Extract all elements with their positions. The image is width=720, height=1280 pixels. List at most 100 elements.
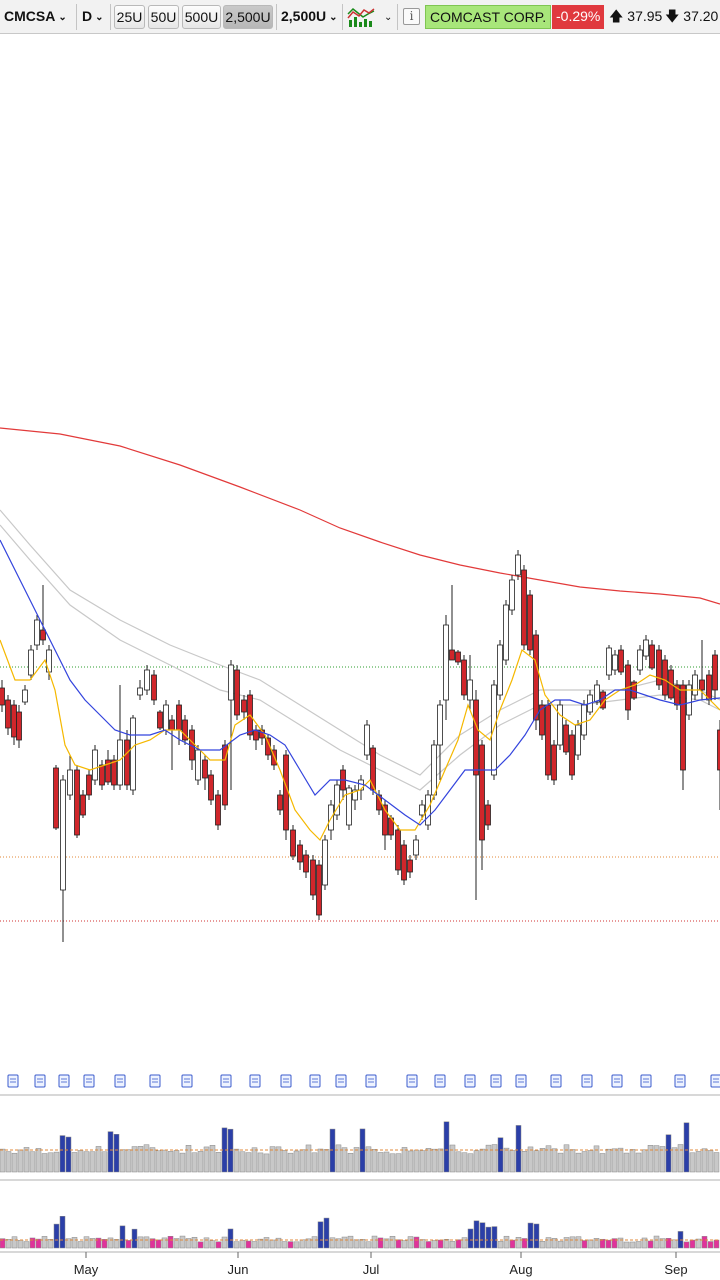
mid-moving-average-line (0, 539, 720, 826)
document-icon (464, 1074, 476, 1088)
volume-bar (65, 1238, 72, 1249)
volume-bar (17, 1149, 24, 1173)
zoom-button-2500u[interactable]: 2,500U (223, 5, 273, 29)
candle-body (34, 619, 40, 646)
volume-bar (575, 1236, 582, 1249)
volume-bar (473, 1220, 480, 1249)
candle-body (618, 649, 624, 673)
volume-bar (617, 1147, 624, 1173)
candle-body (67, 769, 73, 796)
volume-bar (29, 1151, 36, 1173)
volume-bar (215, 1152, 222, 1173)
candle-body (503, 604, 509, 661)
volume-bar (701, 1236, 708, 1249)
zoom-button-25u[interactable]: 25U (114, 5, 145, 29)
symbol-select[interactable]: CMCSA ⌄ (4, 5, 67, 29)
chart-type-dropdown[interactable]: ⌄ (381, 5, 392, 29)
volume-bar (299, 1239, 306, 1249)
info-icon[interactable]: i (403, 8, 420, 25)
candle-body (662, 659, 668, 696)
price-chart[interactable]: May Jun Jul Aug Sep (0, 34, 720, 1280)
volume-bar (449, 1144, 456, 1173)
candle-body (334, 784, 340, 816)
volume-bar (599, 1153, 606, 1173)
volume-bar (335, 1238, 342, 1249)
candle-body (706, 674, 712, 701)
zoom-button-50u[interactable]: 50U (148, 5, 179, 29)
volume-bar (389, 1153, 396, 1173)
volume-bar (581, 1151, 588, 1173)
volume-bar (635, 1152, 642, 1173)
document-icon (406, 1074, 418, 1088)
volume-bar (569, 1236, 576, 1249)
volume-bar (197, 1241, 204, 1249)
candle-body (290, 829, 296, 857)
document-icon (674, 1074, 686, 1088)
volume-bar (713, 1152, 720, 1173)
candle-body (74, 769, 80, 836)
candle-body (60, 779, 66, 891)
volume-bar (95, 1146, 102, 1173)
candle-body (563, 724, 569, 753)
volume-bar (233, 1241, 240, 1249)
volume-bar (131, 1146, 138, 1173)
candle-body (656, 649, 662, 686)
volume-bar (515, 1237, 522, 1249)
candle-body (234, 669, 240, 716)
volume-bar (479, 1222, 486, 1249)
candle-body (144, 669, 150, 691)
volume-bar (425, 1148, 432, 1173)
candle-body (297, 844, 303, 863)
candle-body (22, 689, 28, 703)
candle-body (461, 659, 467, 696)
interval-select[interactable]: D ⌄ (82, 5, 104, 29)
volume-bar (635, 1241, 642, 1249)
range-select[interactable]: 2,500U ⌄ (281, 5, 338, 29)
volume-bar (455, 1239, 462, 1249)
range-label: 2,500U (281, 8, 327, 24)
volume-bar (47, 1239, 54, 1249)
candle-body (202, 759, 208, 779)
volume-bar (467, 1228, 474, 1249)
candle-body (717, 729, 720, 771)
document-icon (710, 1074, 720, 1088)
volume-bar (563, 1237, 570, 1249)
volume-bar (11, 1152, 18, 1173)
volume-bar (137, 1146, 144, 1173)
chart-type-button[interactable] (347, 5, 379, 29)
volume-bar (0, 1148, 6, 1173)
chevron-down-icon: ⌄ (384, 12, 393, 23)
volume-bar (389, 1235, 396, 1249)
candle-body (557, 704, 563, 746)
candle-body (137, 687, 143, 696)
candle-body (322, 839, 328, 886)
candle-body (581, 704, 587, 736)
zoom-button-500u[interactable]: 500U (182, 5, 221, 29)
candle-body (594, 684, 600, 703)
candle-body (437, 704, 443, 746)
candle-body (637, 649, 643, 671)
upper-band-line (0, 509, 720, 776)
separator (110, 4, 111, 30)
volume-bar (149, 1147, 156, 1173)
candle-body (151, 674, 157, 701)
volume-bar (599, 1238, 606, 1249)
volume-bar (323, 1217, 330, 1249)
candle-body (130, 717, 136, 791)
candle-body (283, 754, 289, 831)
volume-bar (131, 1228, 138, 1249)
volume-bar (653, 1145, 660, 1173)
volume-bar (365, 1241, 372, 1249)
volume-bar (617, 1237, 624, 1249)
volume-bar (203, 1237, 210, 1249)
candle-body (395, 829, 401, 871)
volume-bar (149, 1238, 156, 1249)
volume-bar (53, 1223, 60, 1249)
candle-body (382, 804, 388, 836)
volume-bar (521, 1150, 528, 1173)
volume-bar (245, 1152, 252, 1173)
candle-body (575, 724, 581, 756)
volume-bar (575, 1152, 582, 1173)
volume-bar (401, 1147, 408, 1173)
volume-bar (557, 1152, 564, 1173)
